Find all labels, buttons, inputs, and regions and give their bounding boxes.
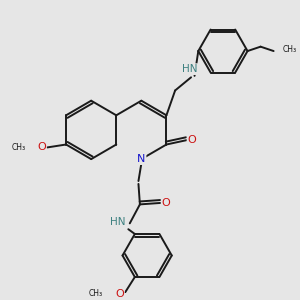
Text: HN: HN bbox=[182, 64, 197, 74]
Text: O: O bbox=[162, 198, 170, 208]
Text: CH₃: CH₃ bbox=[283, 45, 297, 54]
Text: N: N bbox=[137, 154, 146, 164]
Text: O: O bbox=[37, 142, 46, 152]
Text: O: O bbox=[188, 135, 196, 145]
Text: O: O bbox=[115, 289, 124, 298]
Text: CH₃: CH₃ bbox=[11, 143, 26, 152]
Text: CH₃: CH₃ bbox=[89, 289, 103, 298]
Text: HN: HN bbox=[110, 217, 125, 227]
